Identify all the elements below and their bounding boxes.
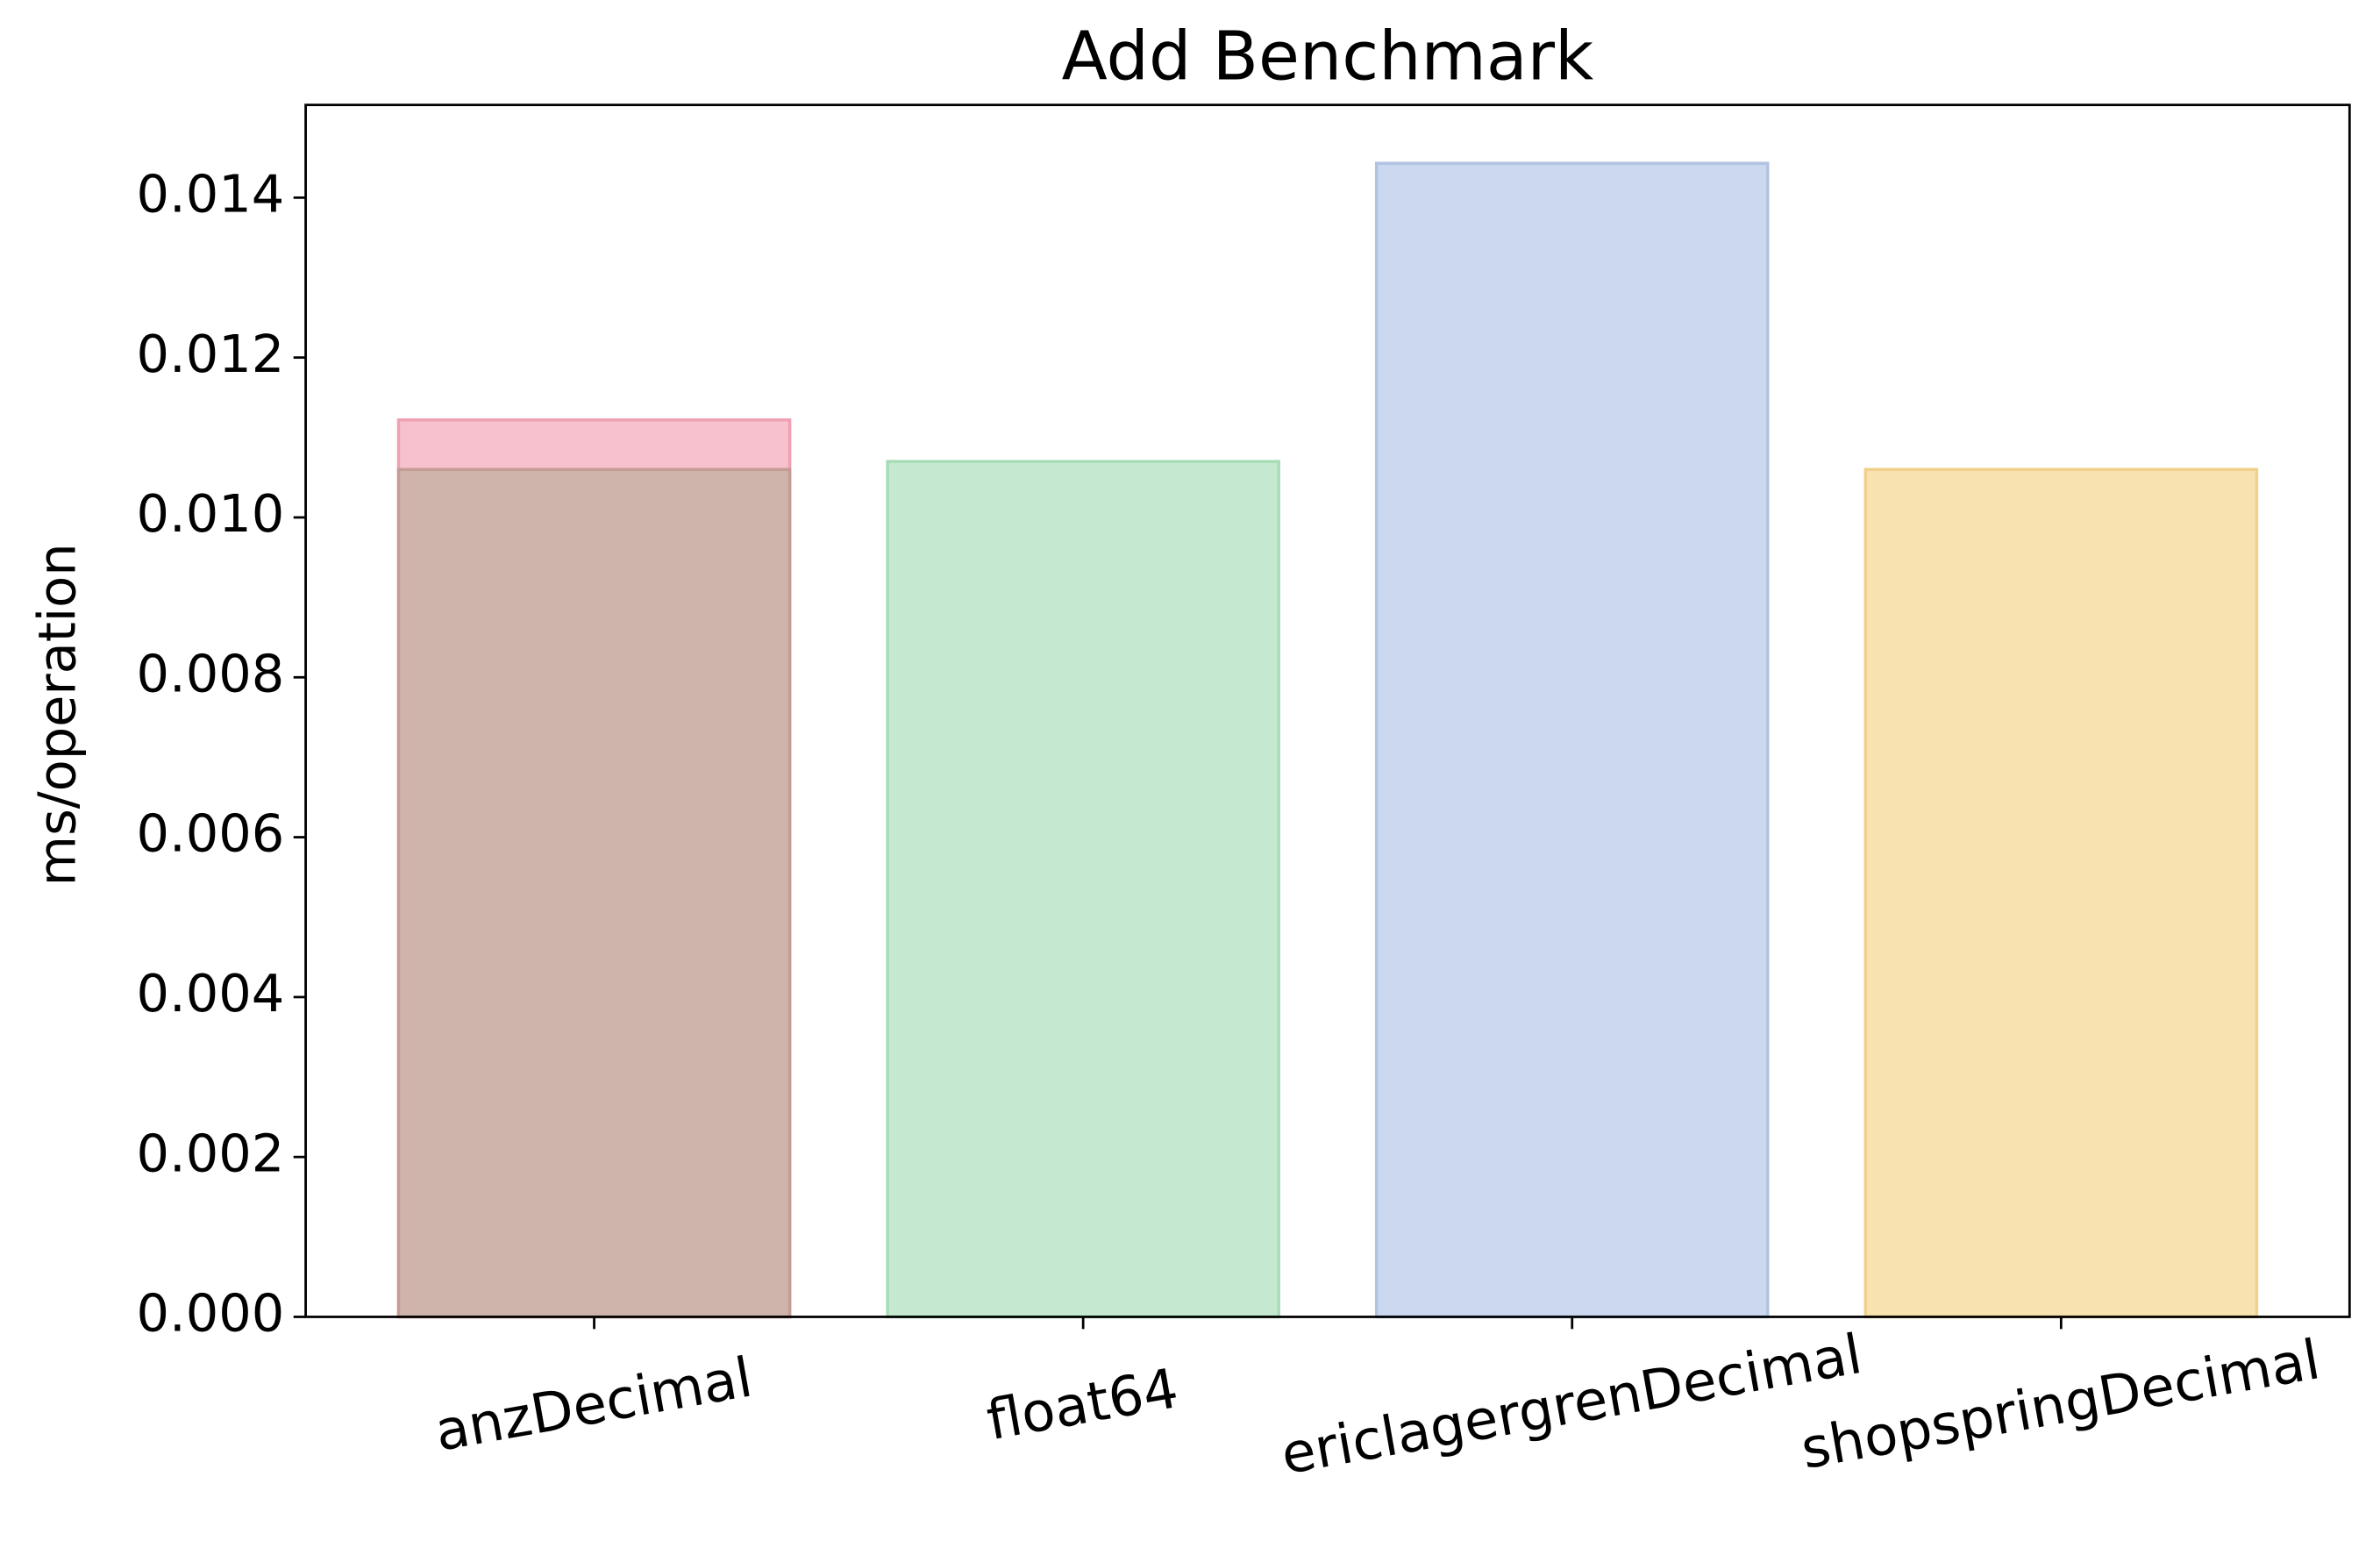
y-tick-label: 0.004 — [137, 963, 285, 1024]
x-tick-label: anzDecimal — [431, 1345, 757, 1464]
y-tick-label: 0.002 — [137, 1123, 285, 1183]
y-tick-label: 0.000 — [137, 1283, 285, 1344]
y-tick-label: 0.008 — [137, 643, 285, 703]
plot-area — [396, 161, 2259, 1319]
y-axis-label: ms/operation — [26, 543, 87, 886]
x-tick-label: ericlagergrenDecimal — [1277, 1322, 1867, 1487]
bar — [396, 467, 792, 1319]
x-tick-label: float64 — [982, 1356, 1183, 1452]
bar — [1863, 467, 2259, 1319]
bar — [1374, 161, 1770, 1319]
y-tick-label: 0.010 — [137, 483, 285, 544]
y-tick-label: 0.012 — [137, 324, 285, 384]
bar — [886, 460, 1280, 1319]
x-tick-label: shopspringDecimal — [1796, 1327, 2324, 1481]
y-tick-label: 0.014 — [137, 163, 285, 224]
chart-title: Add Benchmark — [1062, 17, 1593, 95]
axes-frame — [304, 103, 2351, 1318]
y-tick-label: 0.006 — [137, 803, 285, 864]
